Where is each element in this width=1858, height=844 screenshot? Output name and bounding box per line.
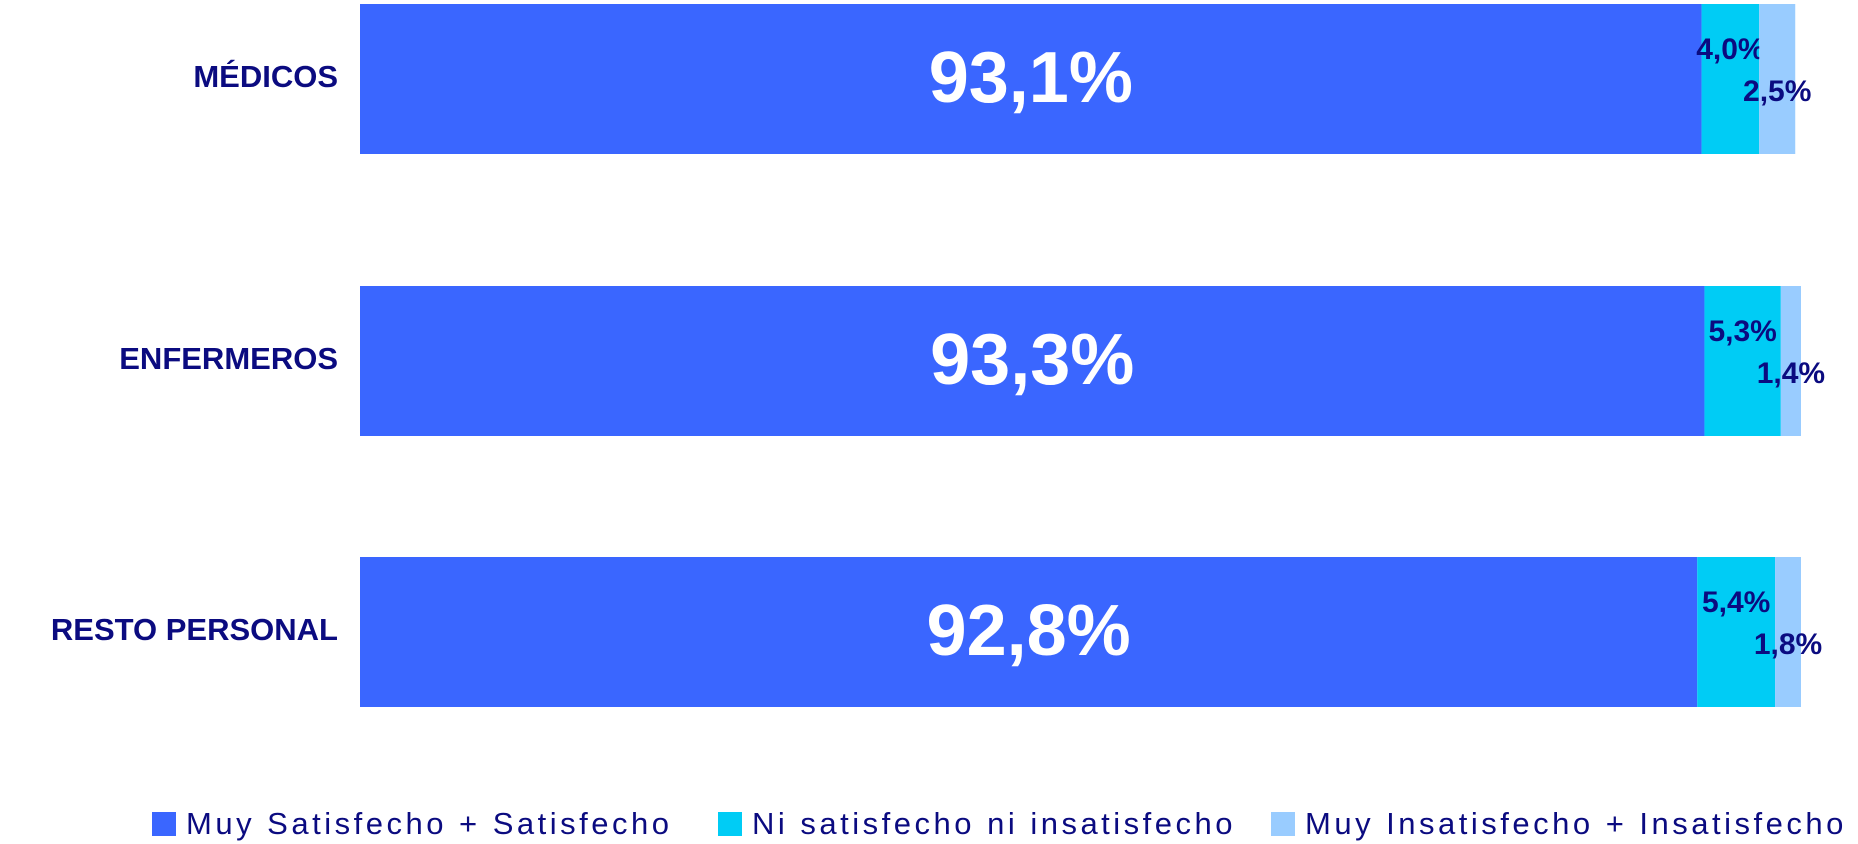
value-label: 1,8% <box>1754 628 1822 661</box>
value-label: 1,4% <box>1757 357 1825 390</box>
category-label: MÉDICOS <box>193 59 338 94</box>
legend-label: Muy Satisfecho + Satisfecho <box>186 806 673 841</box>
bar-segment <box>1704 286 1781 436</box>
value-label: 5,4% <box>1702 586 1770 619</box>
value-label: 2,5% <box>1743 75 1811 108</box>
value-label: 93,1% <box>929 38 1133 118</box>
legend-swatch <box>1271 812 1295 836</box>
bar-segment <box>360 4 1702 154</box>
bar-segment <box>360 557 1698 707</box>
value-label: 93,3% <box>930 320 1134 400</box>
value-label: 92,8% <box>927 591 1131 671</box>
category-label: ENFERMEROS <box>119 341 338 376</box>
bar-segment <box>360 286 1705 436</box>
bar-segment <box>1759 4 1796 154</box>
value-label: 5,3% <box>1708 315 1776 348</box>
legend-swatch <box>152 812 176 836</box>
bar-segment <box>1701 4 1760 154</box>
value-label: 4,0% <box>1696 33 1764 66</box>
bar-segment <box>1697 557 1776 707</box>
legend-swatch <box>718 812 742 836</box>
category-label: RESTO PERSONAL <box>51 612 338 647</box>
legend-label: Muy Insatisfecho + Insatisfecho <box>1305 806 1847 841</box>
legend-label: Ni satisfecho ni insatisfecho <box>752 806 1236 841</box>
bar-segment <box>1780 286 1801 436</box>
bar-segment <box>1775 557 1801 707</box>
